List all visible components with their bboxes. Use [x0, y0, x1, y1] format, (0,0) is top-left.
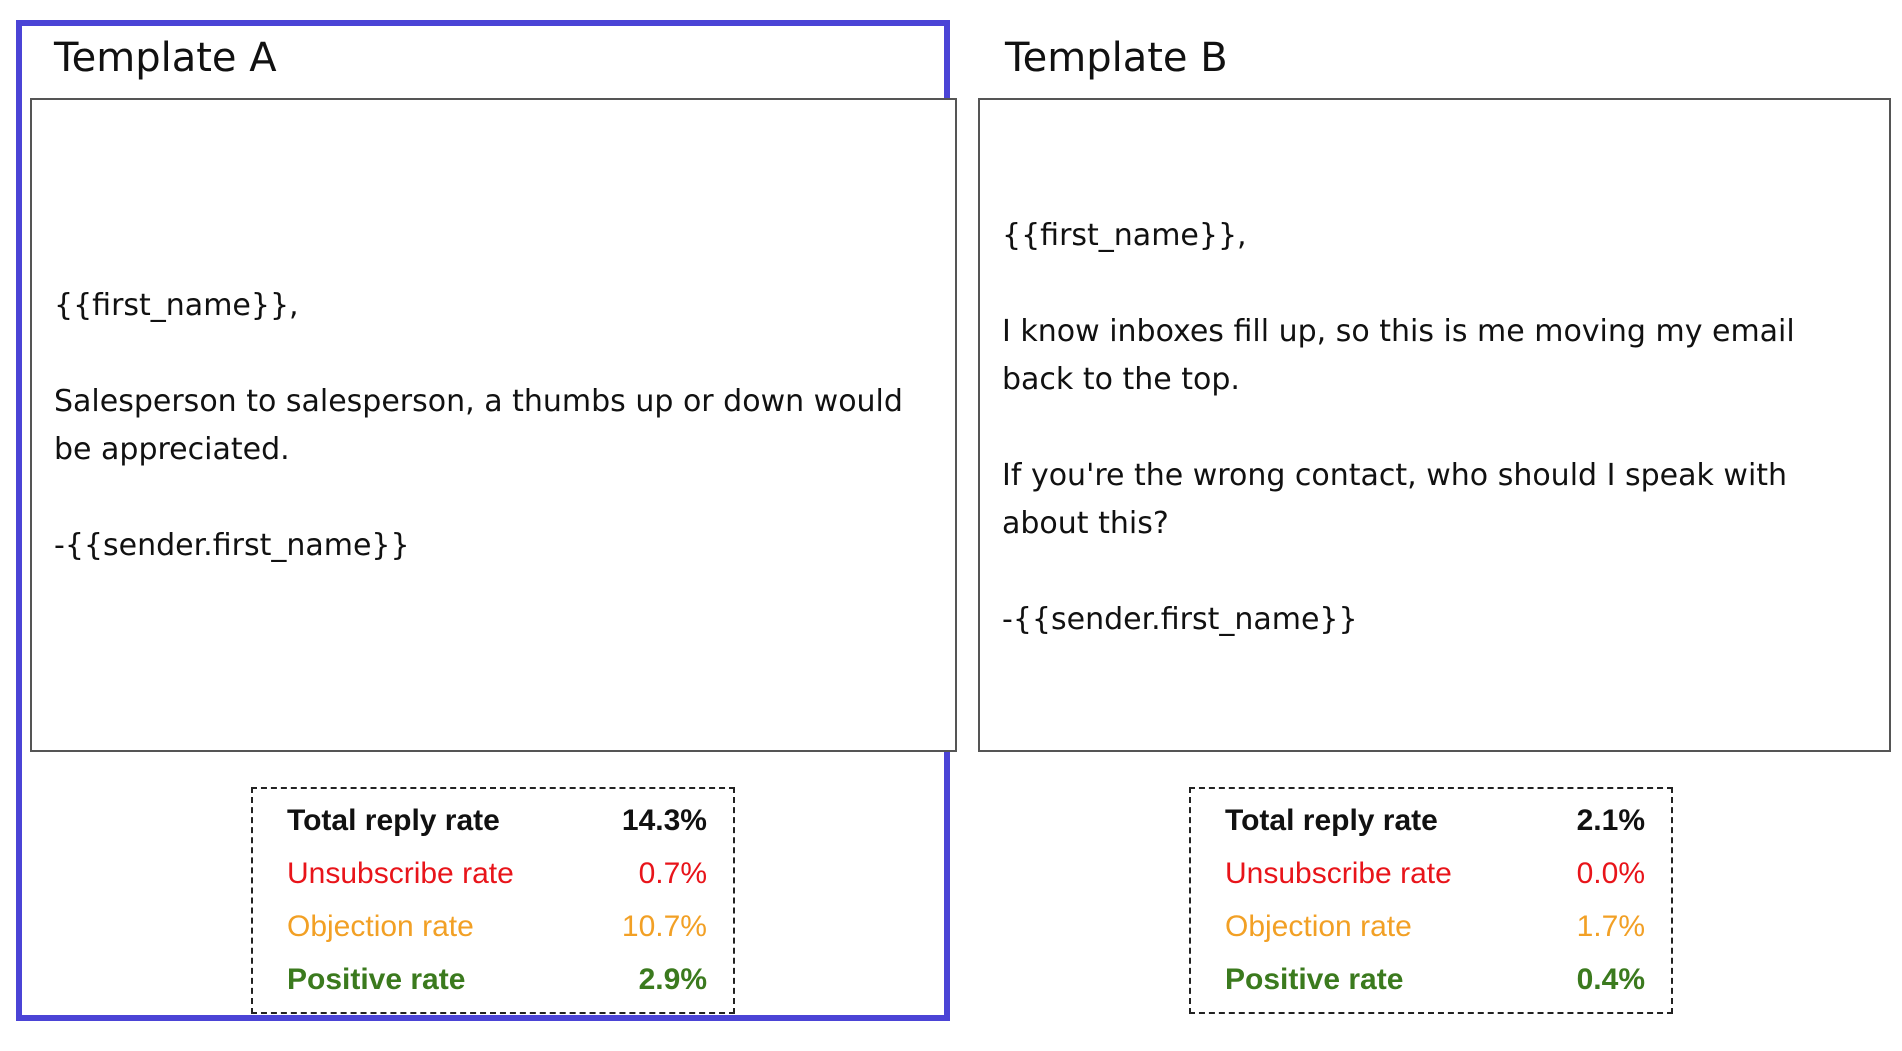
stat-label: Objection rate [1225, 910, 1412, 943]
template-b-title: Template B [1005, 35, 1228, 81]
stat-label: Objection rate [287, 910, 474, 943]
stat-unsubscribe-rate: Unsubscribe rate 0.7% [287, 848, 707, 900]
template-a-title: Template A [54, 35, 277, 81]
stat-value: 0.7% [638, 857, 707, 890]
stat-value: 2.1% [1576, 804, 1645, 837]
stat-total-reply-rate: Total reply rate 14.3% [287, 795, 707, 847]
email-signature: -{{sender.first_name}} [1002, 602, 1358, 637]
stat-value: 10.7% [621, 910, 707, 943]
stats-box: Total reply rate 2.1% Unsubscribe rate 0… [1189, 787, 1673, 1014]
template-b-card[interactable]: Template B {{first_name}}, I know inboxe… [951, 0, 1902, 1051]
email-body-text: {{first_name}}, Salesperson to salespers… [54, 282, 933, 570]
stat-positive-rate: Positive rate 2.9% [287, 954, 707, 1006]
stat-objection-rate: Objection rate 1.7% [1225, 901, 1645, 953]
stats-box: Total reply rate 14.3% Unsubscribe rate … [251, 787, 735, 1014]
stat-label: Positive rate [287, 963, 466, 996]
stat-total-reply-rate: Total reply rate 2.1% [1225, 795, 1645, 847]
template-a-card[interactable]: Template A {{first_name}}, Salesperson t… [0, 0, 957, 1051]
email-greeting: {{first_name}}, [1002, 218, 1247, 253]
stat-value: 0.4% [1576, 963, 1645, 996]
email-body-box: {{first_name}}, Salesperson to salespers… [30, 98, 957, 752]
email-paragraph: I know inboxes fill up, so this is me mo… [1002, 314, 1795, 397]
stat-label: Total reply rate [287, 804, 500, 837]
stat-value: 2.9% [638, 963, 707, 996]
stat-unsubscribe-rate: Unsubscribe rate 0.0% [1225, 848, 1645, 900]
email-greeting: {{first_name}}, [54, 288, 299, 323]
stat-positive-rate: Positive rate 0.4% [1225, 954, 1645, 1006]
email-signature: -{{sender.first_name}} [54, 528, 410, 563]
stat-objection-rate: Objection rate 10.7% [287, 901, 707, 953]
stat-value: 0.0% [1576, 857, 1645, 890]
stat-label: Unsubscribe rate [1225, 857, 1452, 890]
email-body-text: {{first_name}}, I know inboxes fill up, … [1002, 212, 1867, 644]
stat-value: 1.7% [1576, 910, 1645, 943]
stat-label: Total reply rate [1225, 804, 1438, 837]
email-paragraph: If you're the wrong contact, who should … [1002, 458, 1788, 541]
stat-label: Unsubscribe rate [287, 857, 514, 890]
stat-value: 14.3% [621, 804, 707, 837]
email-paragraph: Salesperson to salesperson, a thumbs up … [54, 384, 903, 467]
stat-label: Positive rate [1225, 963, 1404, 996]
email-body-box: {{first_name}}, I know inboxes fill up, … [978, 98, 1891, 752]
